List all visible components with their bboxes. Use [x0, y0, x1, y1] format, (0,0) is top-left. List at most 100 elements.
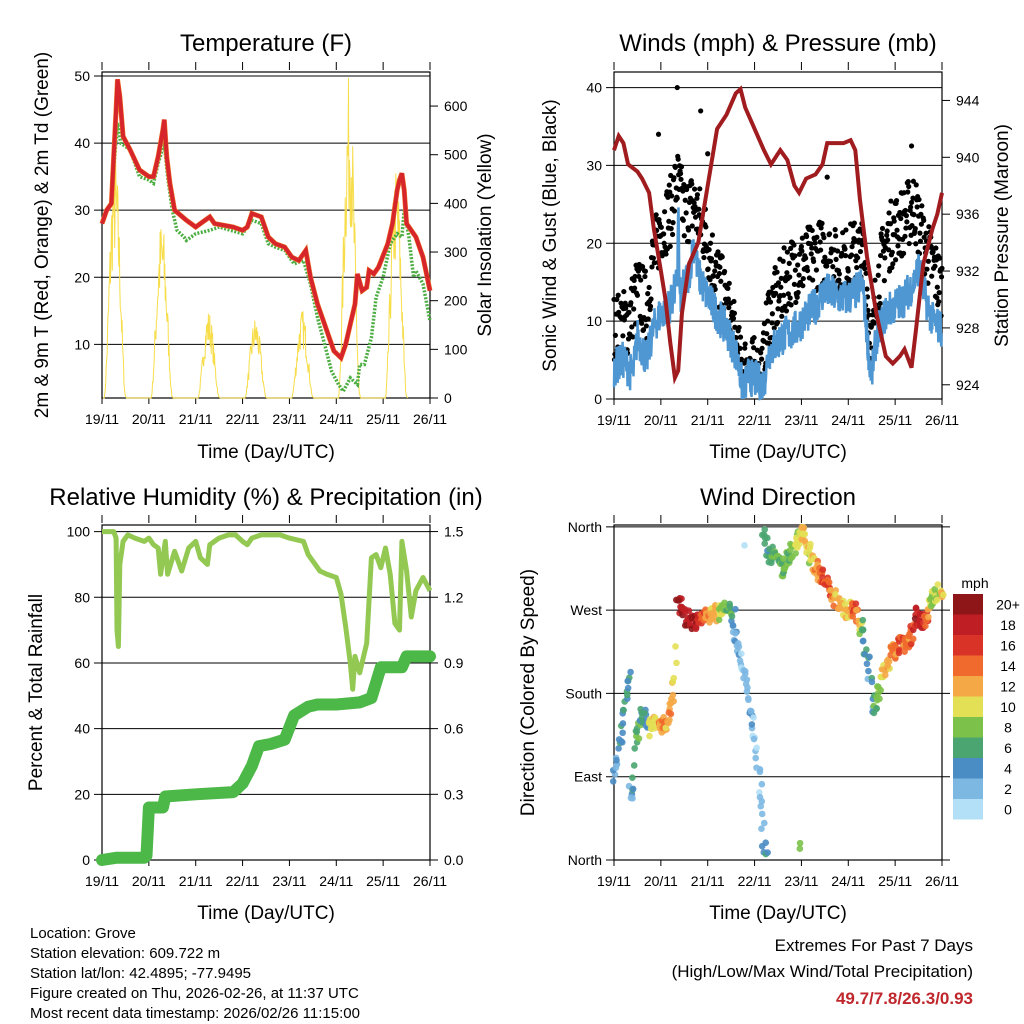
panel-0: Temperature (F) Time (Day/UTC) 2m & 9m T (… [32, 30, 496, 463]
gust-point [933, 245, 939, 251]
direction-point [859, 616, 867, 624]
direction-point [873, 705, 880, 713]
direction-point [764, 849, 771, 856]
recent-timestamp-text: Most recent data timestamp: 2026/02/26 1… [30, 1005, 360, 1022]
gust-point [642, 268, 648, 274]
gust-point [738, 356, 745, 362]
gust-point [764, 331, 770, 337]
direction-point [757, 802, 765, 810]
legend-label: 20+ [996, 596, 1020, 612]
legend-swatch [953, 758, 983, 779]
gust-point [689, 181, 695, 187]
y-tick-label: 40 [74, 721, 90, 737]
x-tick-label: 22/11 [226, 873, 260, 889]
gust-point [794, 294, 800, 300]
gust-point [930, 249, 936, 255]
direction-point [827, 587, 835, 594]
plot-area [609, 523, 947, 858]
direction-point [631, 745, 639, 752]
x-tick-label: 22/11 [226, 411, 260, 427]
gust-point [813, 267, 820, 273]
gust-point [712, 286, 718, 292]
gust-point [643, 323, 649, 329]
direction-point [752, 754, 760, 762]
legend-label: 10 [1000, 699, 1016, 715]
chart-title: Relative Humidity (%) & Precipitation (i… [49, 484, 482, 511]
gust-point [910, 178, 917, 184]
footer-info: Location: Grove Station elevation: 609.7… [30, 925, 360, 1022]
direction-point [884, 662, 891, 669]
direction-point [792, 550, 799, 557]
gust-point [814, 234, 820, 240]
y-right-tick-label: 100 [444, 341, 468, 357]
gust-point [667, 243, 673, 249]
direction-point [912, 604, 920, 612]
gust-point [787, 295, 793, 301]
y-right-tick-label: 1.5 [444, 524, 464, 540]
x-tick-label: 19/11 [85, 873, 119, 889]
gust-point [827, 258, 834, 264]
plot-frame [101, 71, 431, 399]
gust-point [884, 228, 890, 234]
pressure-line [612, 85, 944, 385]
x-tick-label: 21/11 [179, 411, 213, 427]
gust-point [726, 280, 732, 286]
direction-point [670, 697, 677, 705]
gust-point [778, 284, 784, 290]
y-right-tick-label: 924 [956, 377, 980, 393]
plot-frame [613, 71, 943, 400]
gust-point [769, 320, 775, 326]
gust-point [682, 197, 688, 203]
direction-point [859, 626, 867, 633]
gust-point [628, 300, 634, 306]
gust-point [730, 315, 737, 321]
x-tick-label: 25/11 [878, 412, 912, 428]
direction-point [629, 785, 637, 793]
gust-point [818, 225, 824, 231]
gust-point [906, 240, 912, 247]
gust-point [621, 288, 627, 295]
gust-point [848, 252, 855, 258]
gust-point [792, 267, 798, 273]
direction-point [750, 714, 757, 721]
extremes-title: Extremes For Past 7 Days [775, 936, 973, 955]
direction-point [669, 691, 677, 699]
direction-point [670, 674, 678, 682]
gust-point [706, 247, 712, 253]
legend-label: 8 [1004, 719, 1012, 735]
gust-point [781, 292, 787, 298]
direction-point [629, 795, 636, 802]
gust-point [932, 263, 938, 269]
gust-point [784, 249, 790, 255]
gust-point [710, 273, 716, 279]
extremes-subtitle: (High/Low/Max Wind/Total Precipitation) [672, 962, 973, 981]
gust-point [680, 217, 686, 223]
gust-point [651, 260, 657, 266]
gust-point [905, 179, 911, 185]
gust-point [808, 241, 814, 247]
gust-point [905, 189, 911, 195]
x-tick-label: 21/11 [179, 873, 213, 889]
gust-point [614, 296, 620, 303]
gust-point [881, 278, 887, 284]
y-right-tick-label: 936 [956, 206, 980, 222]
gust-point [769, 311, 775, 317]
gust-point [865, 307, 871, 313]
gust-point [800, 275, 806, 282]
gust-point [775, 280, 782, 286]
y-right-tick-label: 300 [444, 244, 468, 260]
direction-point [758, 825, 765, 832]
direction-point [753, 744, 761, 752]
gust-point [818, 247, 824, 253]
gust-point [620, 333, 626, 339]
legend-label: 0 [1004, 801, 1012, 817]
gust-point [889, 249, 895, 255]
legend-swatch [953, 614, 983, 635]
gust-point [924, 266, 930, 272]
direction-point [768, 559, 775, 567]
gust-point [824, 263, 830, 269]
gust-point [708, 256, 715, 262]
gust-point [668, 226, 674, 232]
gust-point [647, 303, 654, 309]
x-tick-label: 21/11 [691, 412, 725, 428]
